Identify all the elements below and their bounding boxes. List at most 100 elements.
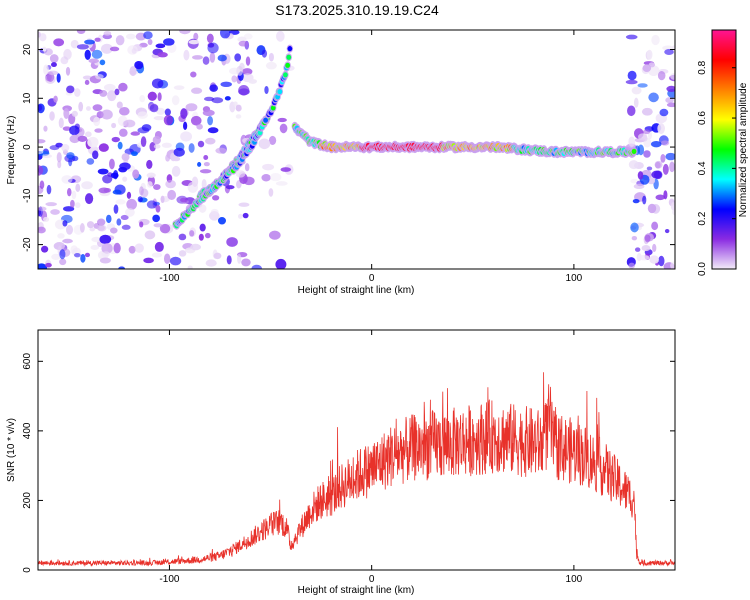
noise-blob <box>275 258 287 269</box>
snr-y-ticks: 0 200 400 600 <box>22 353 675 573</box>
noise-blob <box>151 78 164 89</box>
y-tick-label: 10 <box>22 92 33 104</box>
noise-blob <box>62 238 73 244</box>
noise-blob <box>93 116 101 127</box>
noise-blob <box>45 202 58 207</box>
noise-blob <box>60 56 69 65</box>
noise-blob <box>61 175 73 184</box>
noise-blob <box>134 243 144 253</box>
noise-blob <box>143 257 154 264</box>
noise-blob <box>243 176 255 186</box>
noise-blob <box>163 253 171 265</box>
colorbar-ticks: 0.0 0.2 0.4 0.6 0.8 <box>697 60 736 276</box>
noise-blob <box>205 259 217 267</box>
colorbar-tick-label: 0.2 <box>697 211 708 225</box>
noise-blob <box>160 195 165 204</box>
snr-y-label: SNR (10 * v/v) <box>6 418 17 482</box>
noise-blob <box>276 30 285 42</box>
noise-blob <box>633 183 645 190</box>
noise-blob <box>657 123 665 135</box>
noise-blob <box>206 33 214 44</box>
noise-blob <box>261 174 271 182</box>
noise-blob <box>669 161 675 173</box>
noise-blob <box>652 243 657 253</box>
x-tick-label: 100 <box>566 273 583 284</box>
noise-blob <box>238 40 249 47</box>
noise-blob <box>66 152 75 160</box>
snr-x-ticks: -100 0 100 <box>159 330 583 585</box>
noise-blob <box>189 230 195 237</box>
noise-blob <box>226 255 232 265</box>
noise-blob <box>69 125 80 136</box>
noise-blob <box>280 167 292 172</box>
noise-blob <box>646 166 653 171</box>
noise-blob <box>70 199 75 208</box>
noise-blob <box>226 237 238 247</box>
noise-blob <box>236 180 242 189</box>
noise-blob <box>183 121 188 131</box>
noise-blob <box>637 144 645 156</box>
noise-blob <box>154 241 164 252</box>
track-blob <box>263 117 269 123</box>
noise-blob <box>134 60 144 70</box>
colorbar-tick-label: 0.8 <box>697 60 708 74</box>
noise-blob <box>100 109 113 120</box>
noise-blob <box>245 56 251 66</box>
noise-blob <box>76 44 89 50</box>
noise-blob <box>74 252 81 258</box>
noise-blob <box>180 108 188 119</box>
noise-blob <box>144 230 156 240</box>
noise-blob <box>275 181 288 186</box>
noise-blob <box>205 137 216 145</box>
noise-blob <box>146 172 156 178</box>
noise-blob <box>146 159 153 169</box>
noise-blob <box>631 86 642 95</box>
noise-blob <box>102 174 113 184</box>
noise-blob <box>91 236 102 243</box>
noise-blob <box>139 186 144 196</box>
noise-blob <box>219 30 231 39</box>
noise-blob <box>42 154 52 159</box>
noise-blob <box>40 245 49 253</box>
spectrogram-y-label: Frequency (Hz) <box>6 116 17 185</box>
noise-blob <box>657 71 666 81</box>
noise-blob <box>644 234 651 243</box>
noise-blob <box>71 110 78 117</box>
noise-blob <box>209 84 219 92</box>
noise-blob <box>132 169 140 179</box>
noise-blob <box>220 81 232 87</box>
noise-blob <box>109 227 118 234</box>
noise-blob <box>125 33 136 40</box>
noise-blob <box>262 163 275 171</box>
noise-blob <box>84 193 94 205</box>
noise-blob <box>147 39 153 46</box>
track-blob <box>286 54 292 60</box>
noise-blob <box>151 252 163 258</box>
noise-blob <box>99 89 108 97</box>
noise-blob <box>196 123 203 130</box>
y-tick-label: 0 <box>22 144 33 150</box>
noise-blob <box>58 117 64 129</box>
noise-blob <box>147 181 153 188</box>
noise-blob <box>664 48 674 56</box>
snr-x-label: Height of straight line (km) <box>298 585 415 596</box>
noise-blob <box>118 266 126 269</box>
noise-blob <box>94 37 101 42</box>
noise-blob <box>209 52 216 63</box>
noise-blob <box>185 103 198 112</box>
noise-blob <box>627 70 637 81</box>
noise-blob <box>123 119 136 128</box>
noise-blob <box>171 165 181 177</box>
noise-blob <box>649 255 659 264</box>
noise-blob <box>77 135 88 142</box>
noise-blob <box>125 208 135 217</box>
noise-blob <box>670 202 675 211</box>
noise-blob <box>38 148 44 155</box>
noise-blob <box>165 179 176 189</box>
noise-blob <box>137 127 150 134</box>
noise-blob <box>84 39 95 45</box>
y-tick-label: 20 <box>22 44 33 56</box>
noise-blob <box>59 249 66 260</box>
noise-blob <box>66 85 75 94</box>
noise-blob <box>126 198 137 210</box>
